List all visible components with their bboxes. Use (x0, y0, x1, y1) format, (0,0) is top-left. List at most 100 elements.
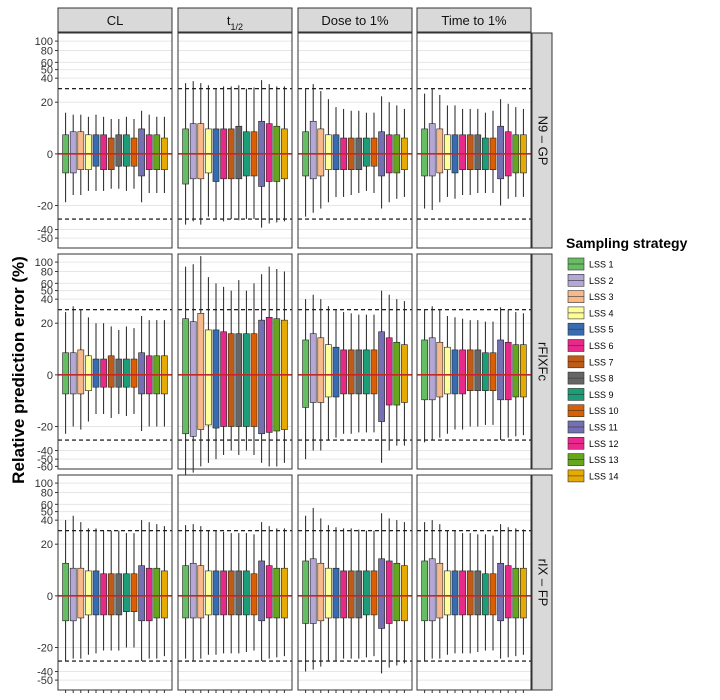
panel-background (298, 475, 412, 690)
box (212, 570, 220, 616)
box (123, 358, 130, 388)
box (370, 349, 378, 395)
panel-background (178, 254, 292, 469)
box (92, 358, 100, 388)
box (250, 333, 258, 427)
legend-label: LSS 12 (589, 439, 619, 449)
box (363, 137, 370, 167)
box (504, 565, 512, 619)
box (378, 331, 385, 422)
box (220, 570, 227, 616)
box (130, 137, 138, 167)
y-tick-label: -20 (37, 201, 53, 213)
box (421, 128, 428, 177)
box (243, 333, 250, 427)
column-strip (297, 7, 413, 33)
box (340, 349, 347, 395)
box (265, 565, 273, 619)
box (123, 573, 130, 612)
box (393, 562, 401, 622)
box (258, 319, 265, 435)
box (138, 352, 145, 395)
box (474, 134, 482, 170)
y-tick-label: 100 (35, 478, 53, 490)
box (466, 349, 474, 391)
box (504, 341, 512, 401)
box (189, 321, 197, 437)
column-strip (416, 7, 532, 33)
box (428, 123, 436, 177)
legend-label: LSS 11 (589, 423, 618, 433)
legend-label: LSS 9 (589, 390, 614, 400)
box (520, 567, 527, 619)
panel-background (178, 475, 292, 690)
box (378, 558, 385, 629)
box (205, 570, 212, 616)
box (497, 562, 504, 622)
box (77, 349, 85, 395)
column-strip (57, 7, 173, 33)
y-axis-title: Relative prediction error (%) (9, 256, 28, 484)
box (370, 137, 378, 167)
box (205, 128, 212, 174)
box (347, 349, 355, 395)
box (363, 570, 370, 616)
box (235, 570, 243, 616)
y-tick-label: 80 (41, 267, 53, 279)
box (451, 570, 459, 616)
box (138, 128, 145, 177)
box (153, 567, 161, 619)
box (325, 344, 332, 398)
panel-border (416, 474, 532, 691)
y-tick-label: 40 (41, 294, 53, 306)
box (474, 570, 482, 616)
box (466, 134, 474, 170)
column-strip-subscript: 1/2 (231, 22, 244, 32)
y-tick-label: 0 (47, 149, 53, 161)
y-tick-label: -60 (37, 461, 53, 473)
box (145, 567, 153, 622)
box (115, 573, 123, 616)
box (497, 125, 504, 180)
y-tick-label: 20 (41, 539, 53, 551)
y-tick-label: -20 (37, 643, 53, 655)
box (100, 358, 107, 388)
box (227, 333, 235, 427)
box (189, 123, 197, 180)
box (85, 134, 92, 170)
panel-background (417, 475, 531, 690)
box (401, 344, 408, 403)
y-tick-label: 0 (47, 370, 53, 382)
box (197, 123, 205, 180)
panel-background (417, 33, 531, 248)
box (69, 131, 77, 174)
box (482, 573, 489, 616)
box (161, 570, 168, 619)
box (205, 329, 212, 426)
box (421, 339, 428, 401)
box (421, 560, 428, 622)
legend-label: LSS 10 (589, 406, 619, 416)
y-tick-label: 100 (35, 257, 53, 269)
legend-label: LSS 6 (589, 341, 614, 351)
column-strip (177, 7, 293, 33)
y-tick-label: 20 (41, 318, 53, 330)
box (85, 355, 92, 391)
box (512, 344, 520, 398)
row-strip-label: rFIXFc (536, 342, 551, 381)
box (340, 570, 347, 619)
box (497, 339, 504, 401)
box (138, 565, 145, 622)
panel-border (416, 32, 532, 249)
panel-border (177, 474, 293, 691)
box (77, 131, 85, 170)
box (250, 573, 258, 616)
legend-label: LSS 5 (589, 325, 614, 335)
y-tick-label: 40 (41, 73, 53, 85)
box (302, 560, 309, 624)
y-tick-label: -50 (37, 454, 53, 466)
box (466, 570, 474, 616)
box (107, 573, 115, 616)
box (123, 134, 130, 167)
